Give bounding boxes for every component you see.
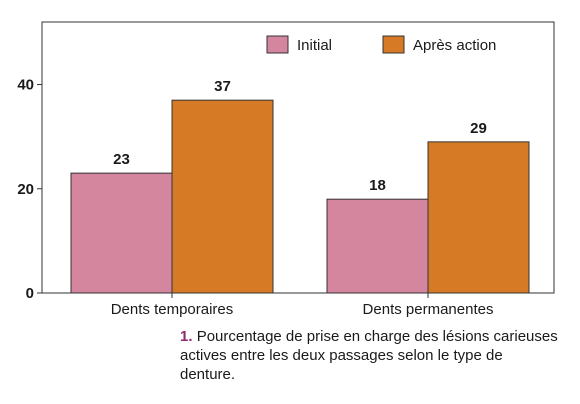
caption-text: Pourcentage de prise en charge des lésio… — [180, 328, 558, 383]
legend-swatch-apres-action — [382, 35, 405, 54]
data-label: 18 — [369, 177, 386, 194]
bar-initial-1 — [70, 172, 173, 294]
x-category-label: Dents temporaires — [111, 301, 234, 318]
y-tick-label: 20 — [17, 181, 34, 198]
bar-apres-action-2 — [427, 141, 530, 294]
bar-chart: 23 18 37 29 0 20 40 Dents temporaires Dents pe… — [17, 21, 555, 318]
caption-number: 1. — [180, 328, 193, 345]
x-category-label: Dents permanentes — [363, 301, 494, 318]
figure-caption: 1. Pourcentage de prise en charge des lé… — [180, 327, 560, 384]
data-label: 37 — [214, 78, 231, 95]
plot-frame — [41, 21, 555, 294]
data-label: 23 — [113, 151, 130, 168]
bar-initial-2 — [326, 198, 429, 294]
legend-label-apres-action: Après action — [413, 37, 496, 54]
legend-swatch-initial — [266, 35, 289, 54]
legend-label-initial: Initial — [297, 37, 332, 54]
data-label: 29 — [470, 120, 487, 137]
y-tick-label: 0 — [26, 285, 34, 302]
y-tick-label: 40 — [17, 77, 34, 94]
bar-apres-action-1 — [171, 99, 274, 294]
